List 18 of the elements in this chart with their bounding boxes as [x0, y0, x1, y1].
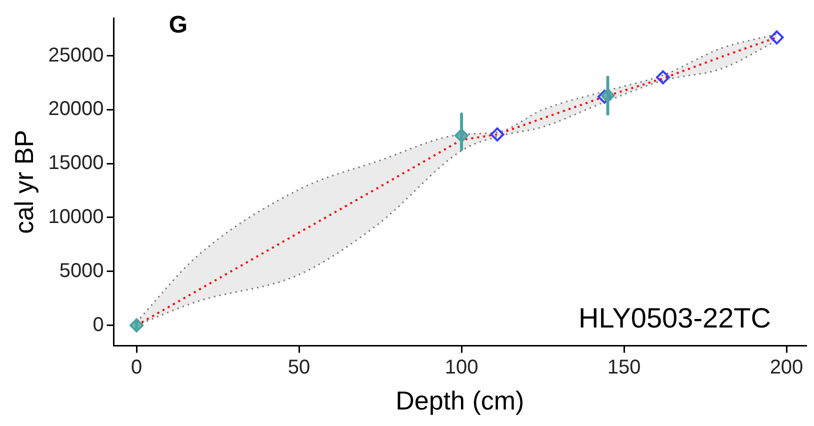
x-tick-label: 150: [607, 356, 641, 378]
y-tick-label: 0: [92, 314, 104, 336]
x-axis-title: Depth (cm): [396, 386, 524, 416]
y-axis-title: cal yr BP: [8, 130, 39, 234]
point: [490, 127, 504, 142]
y-tick-label: 15000: [48, 152, 104, 174]
y-tick-label: 25000: [48, 44, 104, 66]
x-tick-label: 50: [288, 356, 310, 378]
point: [656, 70, 670, 84]
y-tick-label: 20000: [48, 98, 104, 120]
y-tick-label: 5000: [59, 260, 104, 282]
x-tick-label: 0: [131, 356, 142, 378]
x-tick-label: 100: [444, 356, 478, 378]
x-tick-label: 200: [770, 356, 804, 378]
y-tick-label: 10000: [48, 206, 104, 228]
point: [770, 30, 784, 44]
chart-title: G: [168, 12, 188, 39]
annotation: HLY0503-22TC: [578, 302, 771, 334]
